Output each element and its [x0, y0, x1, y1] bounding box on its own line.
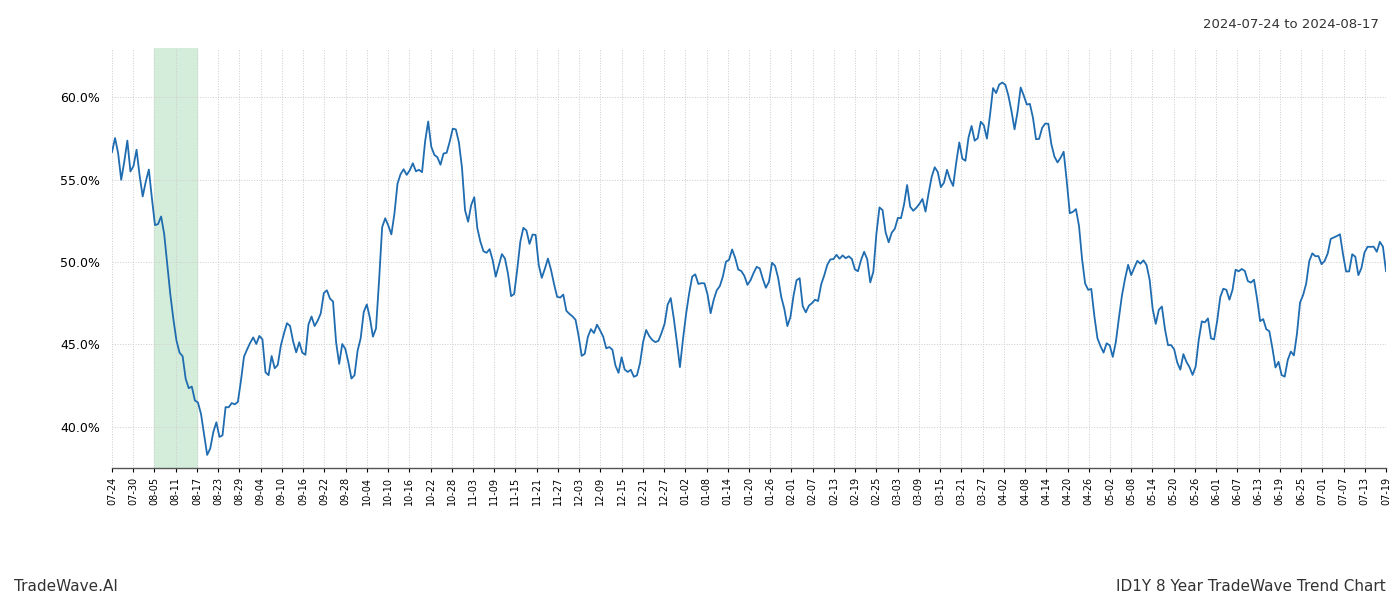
Text: ID1Y 8 Year TradeWave Trend Chart: ID1Y 8 Year TradeWave Trend Chart: [1116, 579, 1386, 594]
Bar: [154, 48, 197, 468]
Text: 2024-07-24 to 2024-08-17: 2024-07-24 to 2024-08-17: [1203, 18, 1379, 31]
Text: TradeWave.AI: TradeWave.AI: [14, 579, 118, 594]
